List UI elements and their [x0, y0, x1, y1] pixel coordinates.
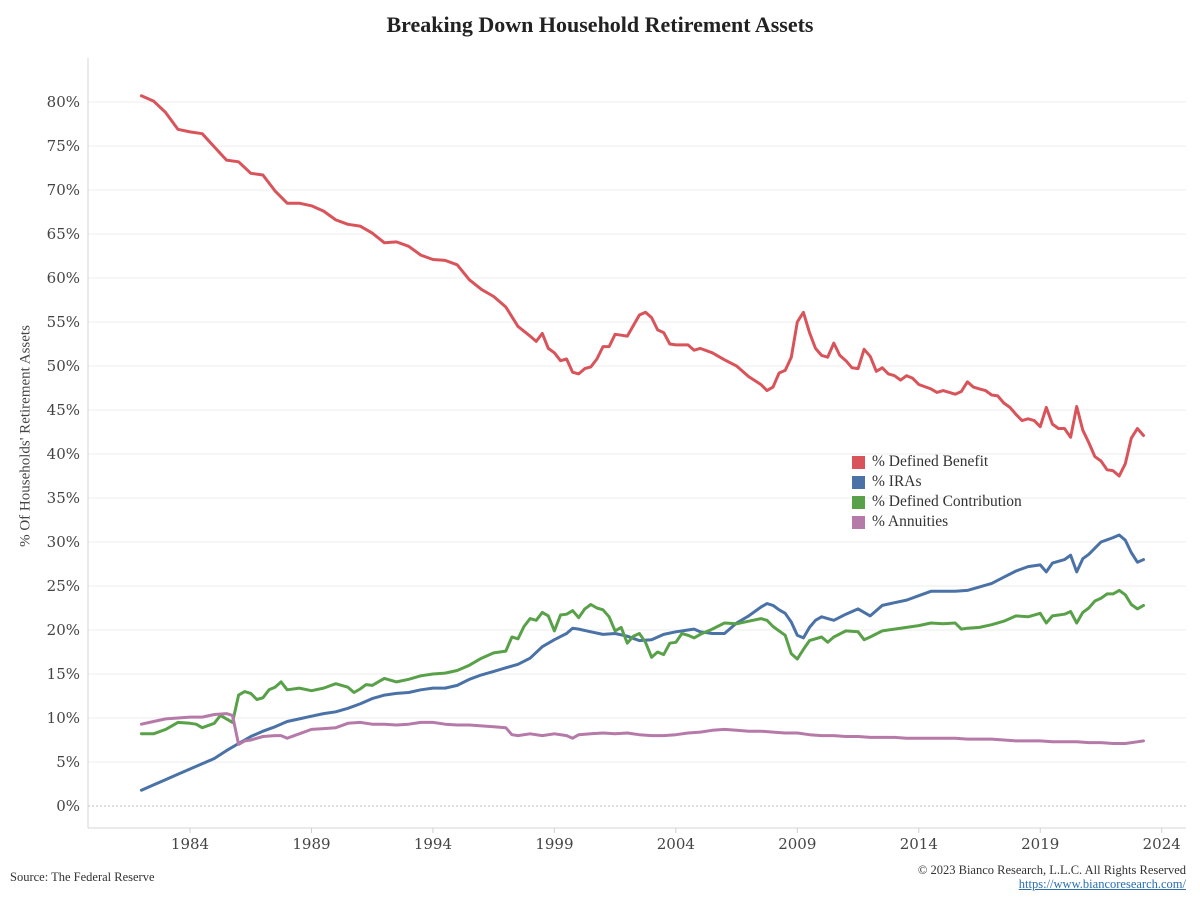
chart-title: Breaking Down Household Retirement Asset… [386, 12, 814, 37]
y-axis-ticks: 0% 5% 10% 15% 20% 25% 30% 35% 40% 45% 50% 55% 60% 65%… [47, 93, 80, 815]
legend-swatch [852, 495, 865, 509]
y-tick-label: 5% [56, 753, 80, 771]
y-tick-label: 75% [47, 137, 80, 155]
series-line-defined-benefit [139, 94, 1145, 478]
x-tick-label: 1984 [171, 835, 209, 853]
x-tick-label: 2019 [1021, 835, 1059, 853]
x-tick-label: 1994 [414, 835, 452, 853]
y-tick-label: 50% [47, 357, 80, 375]
legend-item: % IRAs [852, 472, 1022, 492]
series-line-defined-contribution [139, 588, 1145, 736]
x-axis-ticks: 1984 1989 1994 1999 2004 2009 2014 2019 2024 [171, 828, 1181, 853]
y-tick-label: 65% [47, 225, 80, 243]
y-tick-label: 30% [47, 533, 80, 551]
x-tick-label: 2009 [778, 835, 816, 853]
y-tick-label: 35% [47, 489, 80, 507]
y-tick-label: 60% [47, 269, 80, 287]
copyright-block: © 2023 Bianco Research, L.L.C. All Right… [918, 863, 1186, 891]
y-tick-label: 10% [47, 709, 80, 727]
x-tick-label: 2024 [1143, 835, 1181, 853]
legend-item: % Defined Contribution [852, 492, 1022, 512]
legend-item: % Annuities [852, 512, 1022, 532]
x-tick-label: 1989 [292, 835, 330, 853]
x-tick-label: 1999 [535, 835, 573, 853]
legend-label: % Annuities [872, 513, 949, 530]
axes [87, 58, 1186, 829]
y-tick-label: 55% [47, 313, 80, 331]
y-tick-label: 80% [47, 93, 80, 111]
legend-swatch [852, 515, 865, 529]
legend-swatch [852, 475, 865, 489]
y-tick-label: 45% [47, 401, 80, 419]
legend-label: % Defined Benefit [872, 453, 989, 470]
x-tick-label: 2004 [657, 835, 695, 853]
series-line-iras [139, 533, 1145, 792]
legend-swatch [852, 455, 865, 469]
y-tick-label: 40% [47, 445, 80, 463]
copyright-text: © 2023 Bianco Research, L.L.C. All Right… [917, 863, 1186, 877]
y-tick-label: 15% [47, 665, 80, 683]
legend-label: % Defined Contribution [872, 493, 1022, 510]
legend-item: % Defined Benefit [852, 452, 1022, 472]
y-tick-label: 25% [47, 577, 80, 595]
legend: % Defined Benefit % IRAs % Defined Contrib… [852, 452, 1022, 532]
series-line-annuities [139, 712, 1145, 746]
y-tick-label: 70% [47, 181, 80, 199]
series-lines [139, 94, 1145, 792]
y-tick-label: 20% [47, 621, 80, 639]
website-link[interactable]: https://www.biancoresearch.com/ [1018, 877, 1186, 891]
y-tick-label: 0% [56, 797, 80, 815]
x-tick-label: 2014 [900, 835, 938, 853]
legend-label: % IRAs [872, 473, 922, 490]
source-note: Source: The Federal Reserve [10, 870, 155, 884]
